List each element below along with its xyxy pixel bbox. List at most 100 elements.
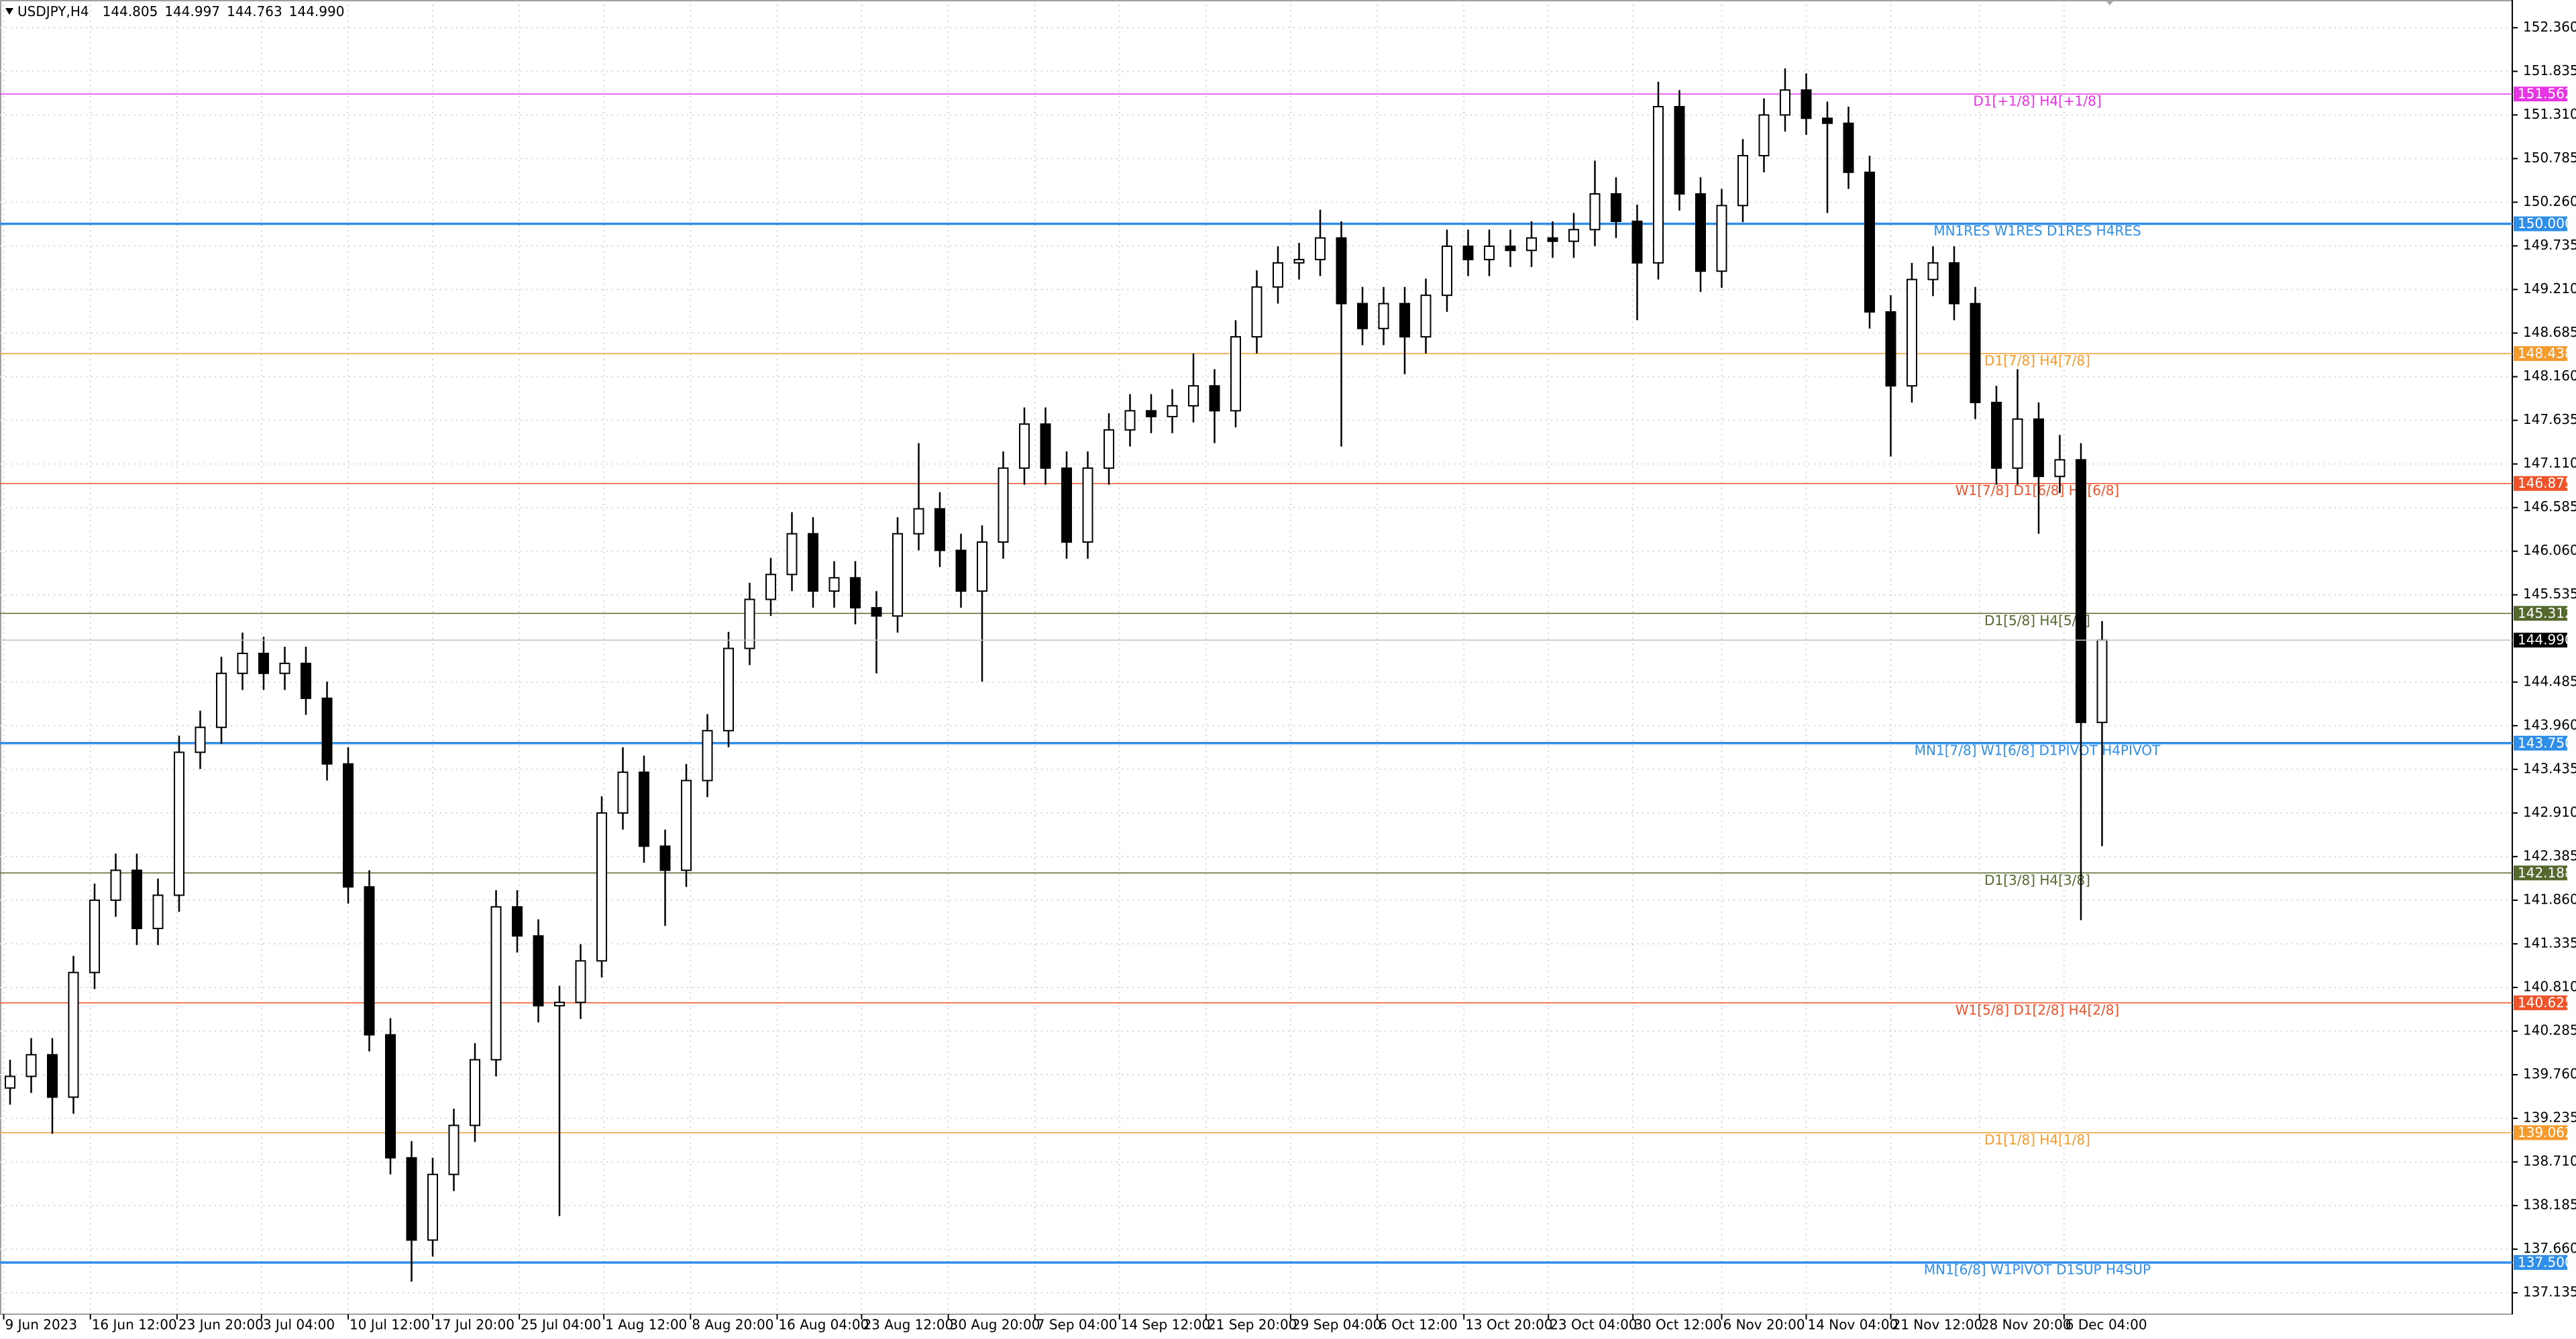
x-tick-label: 6 Dec 04:00	[2065, 1317, 2147, 1333]
x-tick-label: 6 Oct 12:00	[1379, 1317, 1458, 1333]
candle-body	[1336, 237, 1347, 305]
y-tick-label: 138.185	[2523, 1197, 2576, 1213]
candle-body	[1653, 105, 1664, 264]
candle-body	[1801, 89, 1812, 119]
y-tick-label: 152.360	[2523, 19, 2576, 35]
candle-body	[1674, 105, 1685, 195]
candle-body	[1104, 429, 1114, 469]
candle-body	[343, 763, 354, 888]
candle-body	[195, 727, 206, 753]
price-tag	[2514, 995, 2567, 1010]
candle-body	[1484, 246, 1495, 260]
candle-body	[786, 533, 798, 576]
level-label: D1[5/8] H4[5/8]	[1984, 612, 2090, 629]
y-tick-label: 140.810	[2523, 978, 2576, 994]
candle-body	[1885, 311, 1896, 387]
candle-body	[1991, 401, 2002, 469]
candle-body	[364, 886, 375, 1036]
candle-body	[617, 771, 629, 814]
candle-body	[681, 780, 692, 871]
candle-body	[174, 751, 184, 896]
y-tick-label: 144.485	[2523, 673, 2576, 689]
x-tick-label: 21 Nov 12:00	[1892, 1317, 1983, 1333]
level-label: MN1[6/8] W1PIVOT D1SUP H4SUP	[1924, 1261, 2151, 1277]
candle-body	[1695, 193, 1706, 272]
plot-frame	[0, 0, 2513, 1315]
symbol: USDJPY,H4	[17, 3, 89, 19]
candle-body	[913, 508, 924, 535]
price-tag-label: 145.312	[2518, 605, 2573, 621]
candle-body	[1949, 262, 1960, 305]
x-tick-label: 8 Aug 20:00	[692, 1317, 773, 1333]
x-tick-label: 30 Aug 20:00	[950, 1317, 1040, 1333]
price-tag	[2514, 633, 2567, 648]
y-tick-label: 151.835	[2523, 62, 2576, 78]
y-tick-label: 141.335	[2523, 934, 2576, 951]
y-tick-label: 146.060	[2523, 542, 2576, 558]
candle-body	[216, 672, 227, 729]
candle-body	[1378, 303, 1389, 329]
price-tag	[2514, 87, 2567, 102]
x-tick-label: 10 Jul 12:00	[350, 1317, 430, 1333]
candle-body	[955, 549, 967, 592]
candle-body	[639, 771, 649, 847]
candle-body	[850, 577, 861, 608]
x-tick-label: 14 Sep 12:00	[1121, 1317, 1211, 1333]
candle-body	[490, 906, 502, 1061]
symbol-menu-arrow[interactable]	[5, 8, 13, 15]
candle-body	[301, 662, 311, 699]
candle-body	[1843, 122, 1854, 173]
candle-body	[2012, 418, 2023, 469]
y-tick-label: 142.385	[2523, 847, 2576, 863]
candle-body	[533, 935, 544, 1007]
candle-body	[1780, 89, 1790, 116]
candle-body	[237, 653, 248, 674]
price-tag	[2514, 216, 2567, 231]
x-tick-label: 30 Oct 12:00	[1634, 1317, 1721, 1333]
y-tick-label: 138.710	[2523, 1153, 2576, 1169]
x-tick-label: 16 Aug 04:00	[778, 1317, 869, 1333]
candle-body	[659, 845, 671, 871]
candle-body	[1019, 423, 1030, 469]
x-tick-label: 23 Aug 12:00	[863, 1317, 953, 1333]
candle-body	[808, 533, 818, 592]
y-tick-label: 147.635	[2523, 411, 2576, 427]
y-tick-label: 142.910	[2523, 804, 2576, 820]
x-tick-label: 1 Aug 12:00	[605, 1317, 687, 1333]
x-tick-label: 13 Oct 20:00	[1465, 1317, 1552, 1333]
level-label: MN1[7/8] W1[6/8] D1PIVOT H4PIVOT	[1915, 742, 2161, 758]
candle-body	[1420, 294, 1432, 338]
x-tick-label: 9 Jun 2023	[5, 1317, 78, 1333]
candle-body	[1082, 467, 1093, 543]
candle-body	[1188, 385, 1199, 407]
x-tick-label: 29 Sep 04:00	[1292, 1317, 1381, 1333]
candle-body	[1357, 303, 1368, 329]
x-tick-label: 23 Oct 04:00	[1550, 1317, 1637, 1333]
y-tick-label: 139.760	[2523, 1066, 2576, 1082]
candle-body	[131, 869, 142, 930]
candle-body	[1230, 336, 1241, 412]
candle-body	[1758, 114, 1770, 157]
y-tick-label: 139.235	[2523, 1110, 2576, 1126]
level-label: W1[7/8] D1[6/8] H4[6/8]	[1955, 482, 2119, 498]
grid	[0, 5, 2512, 1314]
candle-body	[47, 1054, 58, 1098]
candle-body	[1124, 410, 1136, 431]
candle-body	[892, 533, 903, 617]
candle-body	[1273, 262, 1283, 288]
candle-body	[554, 1002, 565, 1007]
candle-body	[1970, 303, 1981, 403]
ohlc-close: 144.990	[289, 3, 345, 19]
candle-body	[89, 899, 100, 973]
candle-body	[934, 508, 945, 551]
candle-body	[702, 730, 713, 782]
candle-body	[5, 1075, 15, 1089]
candle-body	[258, 653, 269, 674]
y-tick-label: 151.310	[2523, 106, 2576, 122]
y-tick-label: 149.210	[2523, 280, 2576, 297]
price-tag-label: 140.625	[2518, 994, 2573, 1010]
candle-body	[1631, 220, 1643, 264]
price-tag	[2514, 606, 2567, 621]
candle-body	[1716, 205, 1727, 272]
level-label: MN1RES W1RES D1RES H4RES	[1933, 223, 2141, 239]
